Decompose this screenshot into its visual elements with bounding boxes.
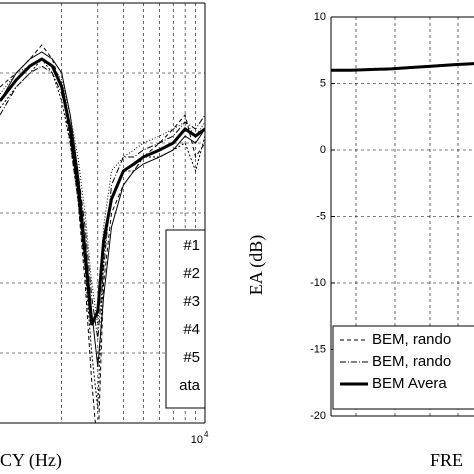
y-tick-label: 0: [320, 144, 326, 156]
legend-label: BEM, rando: [372, 353, 451, 370]
plot-area: [0, 44, 205, 423]
legend-label: #1: [183, 237, 200, 254]
series-line: [0, 65, 205, 340]
series-line: [0, 44, 205, 423]
y-tick-label: -15: [310, 343, 326, 355]
y-tick-label: 10: [314, 11, 326, 23]
legend-label: #3: [183, 293, 200, 310]
series-line: [331, 62, 474, 72]
y-tick-label: -20: [310, 410, 326, 422]
plot-area: [331, 62, 474, 72]
y-tick-label: 5: [320, 77, 326, 89]
legend-label: BEM, rando: [372, 331, 451, 348]
legend-label: #4: [183, 321, 200, 338]
x-axis-label: CY (Hz): [0, 450, 62, 471]
legend-box: [165, 229, 206, 409]
legend-label: ata: [179, 377, 201, 394]
series-line: [0, 58, 205, 410]
series-line: [0, 58, 205, 326]
y-tick-label: -5: [316, 210, 326, 222]
legend-label: #2: [183, 265, 200, 282]
y-axis-label: EA (dB): [246, 235, 267, 296]
legend-label: BEM Avera: [372, 375, 447, 392]
series-line: [0, 57, 205, 326]
x-tick-exponent: 4: [204, 430, 209, 439]
x-axis-label: FRE: [430, 450, 463, 470]
x-tick-label: 10: [191, 434, 203, 446]
legend-label: #5: [183, 349, 200, 366]
y-tick-label: -10: [310, 277, 326, 289]
